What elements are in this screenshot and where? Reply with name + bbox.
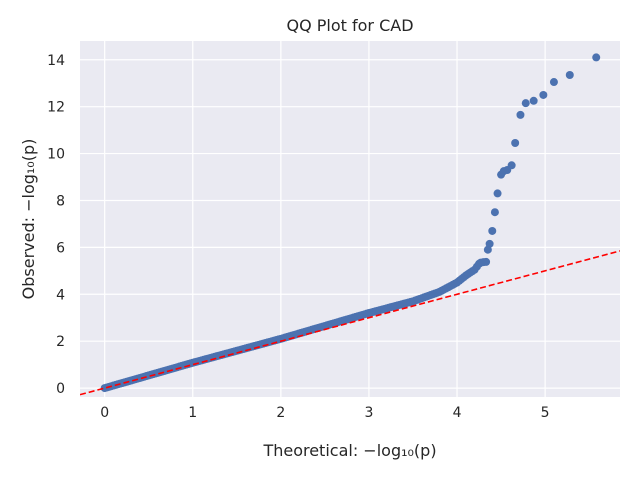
y-gridlines [80, 59, 620, 389]
scatter-point [521, 99, 530, 108]
y-tick-label: 10 [47, 147, 65, 163]
scatter-point [511, 139, 520, 148]
scatter-point [482, 257, 491, 266]
scatter-point [488, 226, 497, 235]
scatter-point [592, 53, 601, 62]
scatter-point [507, 161, 516, 170]
y-tick-label: 8 [56, 193, 65, 209]
y-tick-label: 2 [56, 334, 65, 350]
y-tick-label: 6 [56, 240, 65, 256]
y-tick-label: 4 [56, 287, 65, 303]
scatter-points [476, 53, 601, 267]
scatter-point [493, 189, 502, 198]
y-tick-label: 0 [56, 381, 65, 397]
plot-marks [80, 53, 620, 396]
scatter-point [485, 239, 494, 248]
x-tick-label: 4 [453, 405, 462, 421]
x-tick-label: 3 [364, 405, 373, 421]
x-tick-label: 0 [100, 405, 109, 421]
x-tick-label: 1 [188, 405, 197, 421]
scatter-point [529, 96, 538, 105]
y-tick-label: 14 [47, 53, 65, 69]
y-tick-label: 12 [47, 100, 65, 116]
chart-title: QQ Plot for CAD [286, 16, 413, 35]
reference-line [80, 250, 620, 396]
scatter-point [516, 110, 525, 119]
x-tick-label: 5 [541, 405, 550, 421]
y-tick-labels: 0 2 4 6 8 10 12 14 [47, 53, 65, 397]
scatter-point [565, 71, 574, 80]
scatter-point [549, 78, 558, 87]
scatter-point [539, 90, 548, 99]
x-axis-label: Theoretical: −log₁₀(p) [262, 441, 436, 460]
y-axis-label: Observed: −log₁₀(p) [19, 139, 38, 300]
x-tick-labels: 0 1 2 3 4 5 [100, 405, 549, 421]
x-gridlines [104, 41, 546, 397]
plot-area-background [80, 41, 620, 397]
x-tick-label: 2 [276, 405, 285, 421]
dense-point-band [100, 259, 484, 393]
scatter-point [490, 208, 499, 217]
